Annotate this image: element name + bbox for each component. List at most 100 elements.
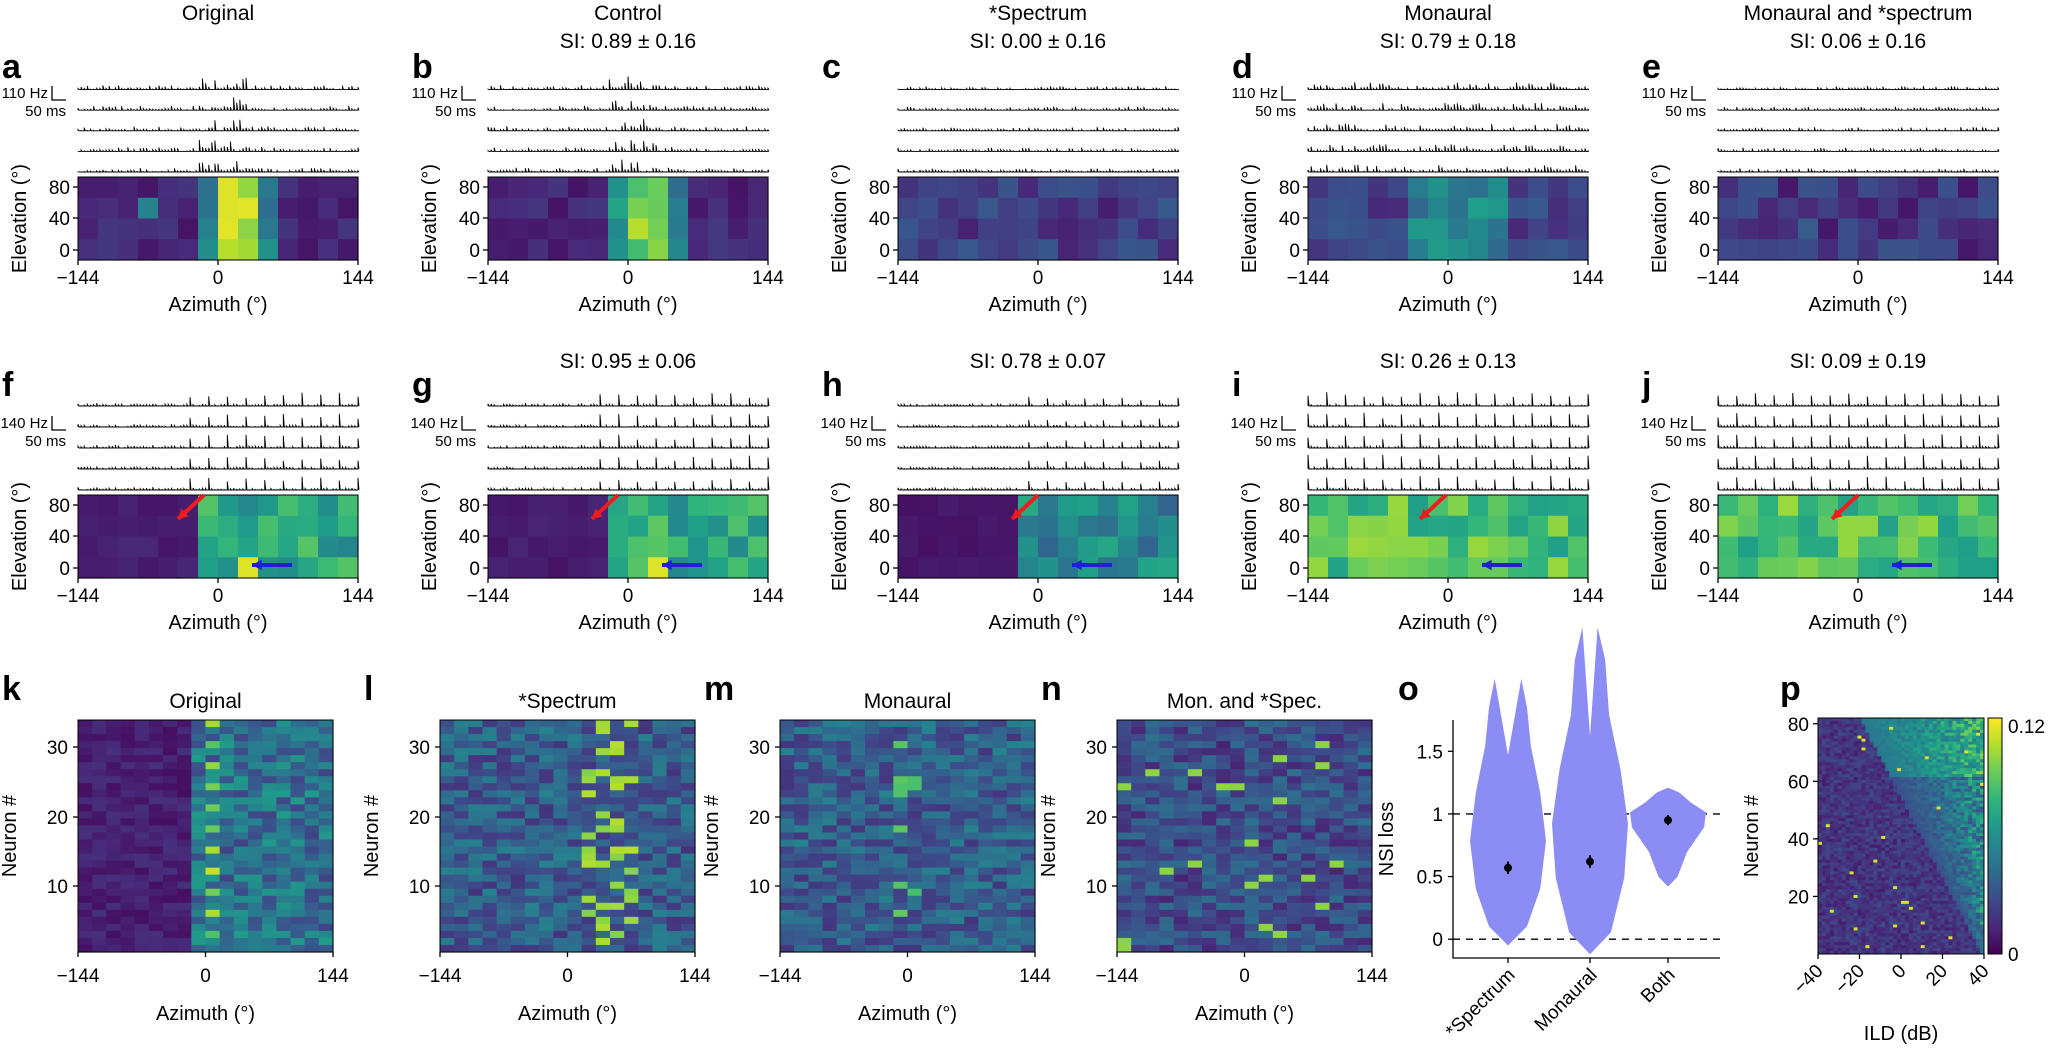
heatmap-cell xyxy=(148,916,164,925)
heatmap-cell xyxy=(1006,818,1022,827)
heatmap-cell xyxy=(1956,756,1961,760)
heatmap-cell xyxy=(652,888,668,897)
heatmap-cell xyxy=(1357,762,1373,770)
heatmap-cell xyxy=(1838,239,1859,261)
heatmap-cell xyxy=(1202,734,1217,742)
heatmap-cell xyxy=(1944,741,1949,746)
heatmap-cell xyxy=(1158,536,1179,558)
heatmap-cell xyxy=(1897,782,1902,787)
azimuth-axis-label: Azimuth (°) xyxy=(168,612,267,634)
heatmap-cell xyxy=(318,769,334,777)
heatmap-cell xyxy=(276,874,292,883)
heatmap-cell xyxy=(1272,818,1288,827)
heatmap-cell xyxy=(950,720,965,728)
heatmap-cell xyxy=(921,776,937,784)
heatmap-cell xyxy=(1825,785,1831,790)
heatmap-cell xyxy=(553,790,569,798)
heatmap-cell xyxy=(318,776,334,784)
heatmap-cell xyxy=(177,888,192,897)
heatmap-cell xyxy=(163,916,178,925)
elev-tick-label: 80 xyxy=(1279,178,1300,199)
heatmap-cell xyxy=(454,832,469,841)
heatmap-cell xyxy=(496,825,512,834)
heatmap-cell xyxy=(92,860,107,869)
heatmap-cell xyxy=(688,197,709,220)
heatmap-cell xyxy=(836,832,852,841)
elevation-axis-label: Elevation (°) xyxy=(829,482,851,591)
heatmap-cell xyxy=(219,888,235,897)
heatmap-cell xyxy=(1272,909,1288,918)
heatmap-cell xyxy=(1873,738,1878,743)
heatmap-cell xyxy=(163,867,178,876)
heatmap-cell xyxy=(258,239,279,261)
heatmap-cell xyxy=(1528,536,1549,558)
heatmap-cell xyxy=(950,797,965,805)
heatmap-cell xyxy=(1818,720,1823,725)
heatmap-cell xyxy=(1881,824,1886,828)
heatmap-cell xyxy=(1468,515,1489,538)
heatmap-cell xyxy=(1964,824,1969,828)
psth-trace xyxy=(897,147,1180,152)
psth-trace xyxy=(1717,434,2000,449)
heatmap-cell xyxy=(1272,895,1288,904)
heatmap-cell xyxy=(1829,753,1835,757)
heatmap-cell xyxy=(1117,937,1132,946)
heatmap-cell xyxy=(1916,732,1922,737)
heatmap-cell xyxy=(1956,800,1961,805)
heatmap-cell xyxy=(964,818,979,827)
heatmap-cell xyxy=(1202,727,1217,735)
heatmap-cell xyxy=(1877,815,1882,819)
heatmap-cell xyxy=(1738,557,1759,579)
heatmap-cell xyxy=(440,734,455,742)
heatmap-cell xyxy=(1818,750,1823,754)
heatmap-cell xyxy=(1944,779,1949,784)
heatmap-cell xyxy=(865,867,880,876)
heatmap-cell xyxy=(935,783,951,791)
heatmap-cell xyxy=(822,818,838,827)
heatmap-cell xyxy=(525,769,540,777)
heatmap-cell xyxy=(1528,177,1549,199)
heatmap-cell xyxy=(850,811,866,820)
heatmap-cell xyxy=(1287,748,1302,756)
heatmap-cell xyxy=(276,818,292,827)
heatmap-cell xyxy=(496,797,512,805)
heatmap-cell xyxy=(177,811,192,820)
heatmap-cell xyxy=(1187,895,1203,904)
heatmap-cell xyxy=(1315,769,1331,777)
heatmap-cell xyxy=(1006,811,1022,820)
heatmap-cell xyxy=(1948,765,1953,769)
heatmap-cell xyxy=(938,177,959,199)
heatmap-cell xyxy=(1829,718,1835,722)
heatmap-cell xyxy=(1006,783,1022,791)
heatmap-cell xyxy=(1020,825,1036,834)
heatmap-cell xyxy=(1020,916,1036,925)
heatmap-cell xyxy=(921,909,937,918)
heatmap-cell xyxy=(1960,735,1965,740)
heatmap-cell xyxy=(595,804,611,812)
heatmap-cell xyxy=(1833,718,1839,722)
heatmap-cell xyxy=(1940,759,1945,763)
heatmap-cell xyxy=(1940,779,1945,784)
heatmap-cell xyxy=(1885,738,1890,743)
heatmap-cell xyxy=(1944,774,1949,778)
heatmap-cell xyxy=(1869,821,1874,825)
heatmap-cell xyxy=(648,515,669,538)
heatmap-cell xyxy=(1315,790,1331,798)
heatmap-cell xyxy=(304,923,320,932)
heatmap-cell xyxy=(92,923,107,932)
heatmap-cell xyxy=(1952,732,1957,737)
heatmap-cell xyxy=(205,811,221,820)
heatmap-cell xyxy=(1272,748,1288,756)
heatmap-cell xyxy=(98,495,119,517)
heatmap-cell xyxy=(1861,815,1866,819)
heatmap-cell xyxy=(1908,729,1914,734)
heatmap-cell xyxy=(248,916,263,925)
heatmap-cell xyxy=(1202,881,1217,890)
heatmap-cell xyxy=(1159,846,1175,855)
heatmap-cell xyxy=(1958,197,1979,220)
heatmap-cell xyxy=(822,734,838,742)
heatmap-cell xyxy=(1006,790,1022,798)
psth-trace xyxy=(1307,412,1590,428)
heatmap-cell xyxy=(1918,536,1939,558)
heatmap-cell xyxy=(1244,846,1260,855)
